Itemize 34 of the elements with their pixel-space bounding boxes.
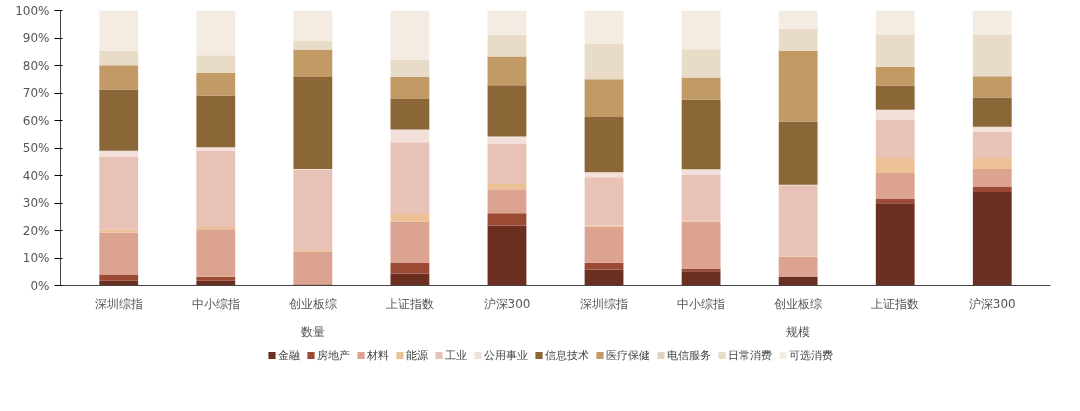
y-tick-label: 100%	[15, 3, 50, 18]
y-tick-label: 90%	[22, 31, 50, 45]
y-tick-label: 30%	[22, 196, 50, 210]
y-tick-label: 20%	[22, 223, 50, 238]
y-tick-label: 40%	[22, 168, 50, 183]
legend-label: 公用事业	[484, 347, 528, 363]
x-tick-label: 创业板综	[774, 296, 823, 311]
x-tick-label: 中小综指	[191, 296, 240, 311]
x-tick-label: 深圳综指	[580, 296, 629, 311]
y-tick-label: 0%	[30, 278, 50, 293]
legend-label: 日常消费	[728, 347, 772, 363]
y-tick-label: 10%	[22, 251, 50, 265]
legend-label: 可选消费	[789, 347, 833, 363]
x-tick-label: 深圳综指	[94, 296, 143, 311]
x-tick-label: 沪深300	[968, 296, 1016, 311]
x-tick-label: 上证指数	[871, 296, 920, 311]
y-tick-label: 80%	[22, 58, 50, 73]
legend-label: 信息技术	[545, 347, 589, 363]
text: 数量	[300, 324, 325, 339]
x-tick-label: 上证指数	[385, 296, 434, 311]
legend-label: 医疗保健	[606, 347, 650, 363]
text: 规模	[786, 324, 811, 339]
legend-label: 能源	[406, 347, 428, 363]
legend-label: 材料	[367, 347, 389, 363]
legend-label: 工业	[445, 347, 467, 363]
x-tick-label: 创业板综	[288, 296, 337, 311]
legend-label: 房地产	[317, 347, 350, 363]
legend-label: 电信服务	[667, 347, 711, 363]
y-tick-label: 70%	[22, 86, 50, 100]
y-tick-label: 60%	[22, 113, 50, 128]
x-tick-label: 沪深300	[483, 296, 531, 311]
y-tick-label: 50%	[22, 141, 50, 155]
legend-label: 金融	[278, 347, 300, 363]
x-tick-label: 中小综指	[677, 296, 726, 311]
